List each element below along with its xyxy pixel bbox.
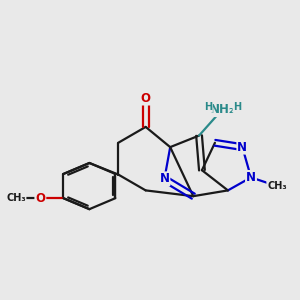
Text: H: H [204,102,212,112]
Text: N: N [246,171,256,184]
Text: H: H [233,102,241,112]
Text: CH₃: CH₃ [267,181,287,191]
Text: NH₂: NH₂ [210,103,235,116]
Text: N: N [159,172,170,185]
Text: O: O [35,192,45,205]
Text: N: N [237,141,247,154]
Text: CH₃: CH₃ [6,193,26,203]
Text: O: O [141,92,151,105]
